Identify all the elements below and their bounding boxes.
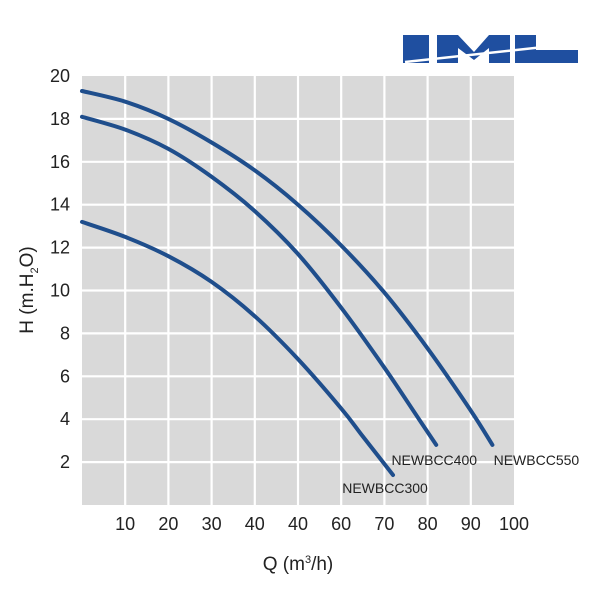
iml-logo [403, 35, 591, 64]
curve-label: NEWBCC300 [342, 480, 428, 496]
curves: NEWBCC300 NEWBCC400 NEWBCC550 [80, 89, 580, 496]
x-axis-title: Q (m3/h) [263, 554, 334, 575]
y-tick-label: 8 [60, 323, 70, 343]
curve-newbcc300 [80, 219, 395, 477]
x-tick-labels: 10 20 30 40 40 60 70 80 90 100 [115, 514, 529, 534]
x-tick-label: 40 [245, 514, 265, 534]
curve-label: NEWBCC550 [494, 452, 580, 468]
y-tick-label: 16 [50, 152, 70, 172]
y-tick-labels: 2 4 6 8 10 12 14 16 18 20 [50, 66, 70, 472]
y-tick-label: 20 [50, 66, 70, 86]
x-tick-label: 40 [288, 514, 308, 534]
curve-newbcc550 [80, 89, 495, 447]
x-tick-label: 80 [418, 514, 438, 534]
y-tick-label: 14 [50, 195, 70, 215]
x-tick-label: 70 [374, 514, 394, 534]
grid-lines [82, 76, 514, 505]
curve-label: NEWBCC400 [391, 452, 477, 468]
x-tick-label: 100 [499, 514, 529, 534]
y-axis-title: H (m.H2O) [17, 246, 41, 333]
y-tick-label: 12 [50, 238, 70, 258]
x-tick-label: 10 [115, 514, 135, 534]
x-tick-label: 90 [461, 514, 481, 534]
x-tick-label: 60 [331, 514, 351, 534]
x-tick-label: 20 [158, 514, 178, 534]
y-tick-label: 2 [60, 452, 70, 472]
y-tick-label: 10 [50, 281, 70, 301]
x-tick-label: 30 [202, 514, 222, 534]
y-tick-label: 6 [60, 366, 70, 386]
y-tick-label: 4 [60, 409, 70, 429]
curve-newbcc400 [80, 114, 439, 447]
y-tick-label: 18 [50, 109, 70, 129]
